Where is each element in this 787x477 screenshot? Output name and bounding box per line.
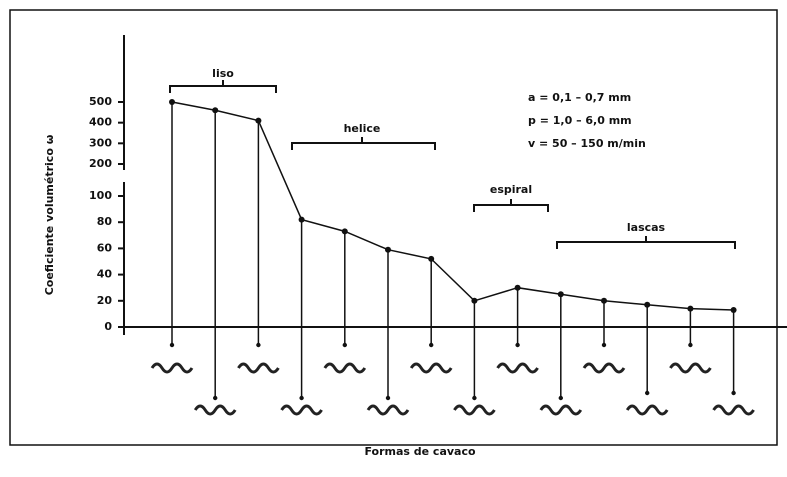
x-axis-label: Formas de cavaco: [364, 445, 476, 458]
y-tick-label: 500: [89, 95, 112, 108]
point: [557, 291, 564, 298]
chip-icon: [453, 404, 496, 416]
point: [341, 228, 348, 235]
y-axis-label: Coeficiente volumétrico ω: [43, 134, 56, 295]
bracket: [473, 199, 549, 212]
point: [514, 284, 521, 291]
chip-icon: [625, 404, 669, 416]
stem-end: [385, 395, 391, 401]
chip-icon: [237, 362, 280, 374]
chip-icon: [366, 404, 410, 416]
data-line: [171, 101, 734, 311]
bracket: [169, 80, 277, 93]
parameter: a = 0,1 – 0,7 mm: [528, 91, 631, 104]
point: [385, 246, 391, 253]
y-tick-label: 100: [89, 189, 112, 202]
annotation: lascas: [627, 221, 666, 234]
stem-end: [558, 395, 563, 401]
chip-icon: [582, 362, 626, 374]
chip-icon: [193, 404, 237, 416]
chip-icon: [539, 404, 583, 416]
y-tick-label: 20: [97, 294, 113, 307]
stem-end: [731, 390, 736, 396]
point: [169, 99, 175, 105]
chip-icon: [496, 362, 539, 374]
point: [471, 297, 478, 304]
bracket: [291, 137, 436, 150]
bracket: [556, 236, 736, 249]
stem-end: [429, 342, 434, 348]
point: [298, 216, 305, 223]
stem-end: [299, 395, 304, 401]
stem-end: [601, 342, 607, 348]
stem-end: [688, 342, 693, 348]
point: [644, 301, 651, 308]
point: [428, 255, 435, 262]
chip-icon: [409, 362, 453, 374]
stem-end: [342, 342, 347, 348]
annotation: espiral: [490, 183, 532, 196]
point: [601, 297, 607, 304]
chip-icon: [150, 362, 194, 374]
parameter: v = 50 – 150 m/min: [528, 137, 646, 150]
y-tick-label: 400: [89, 116, 112, 129]
chip-icon: [280, 404, 323, 416]
point: [687, 305, 694, 312]
parameter: p = 1,0 – 6,0 mm: [528, 114, 632, 127]
annotation: helice: [344, 122, 381, 135]
chip-icon: [323, 362, 367, 374]
point: [212, 107, 219, 114]
chip-icon: [712, 404, 755, 416]
stem-end: [472, 395, 477, 401]
y-tick-label: 0: [104, 320, 112, 333]
y-tick-label: 300: [89, 136, 112, 149]
stem-end: [515, 342, 520, 348]
point: [255, 117, 262, 124]
y-tick-label: 60: [97, 241, 113, 254]
y-tick-label: 80: [97, 215, 113, 228]
chip-icon: [669, 362, 712, 374]
y-tick-label: 200: [89, 157, 112, 170]
stem-end: [213, 395, 218, 401]
stem-end: [169, 342, 175, 348]
frame: [9, 9, 778, 446]
point: [730, 306, 737, 313]
stem-end: [256, 342, 261, 348]
y-tick-label: 40: [97, 268, 113, 281]
annotation: liso: [212, 67, 234, 80]
stem-end: [645, 390, 650, 396]
